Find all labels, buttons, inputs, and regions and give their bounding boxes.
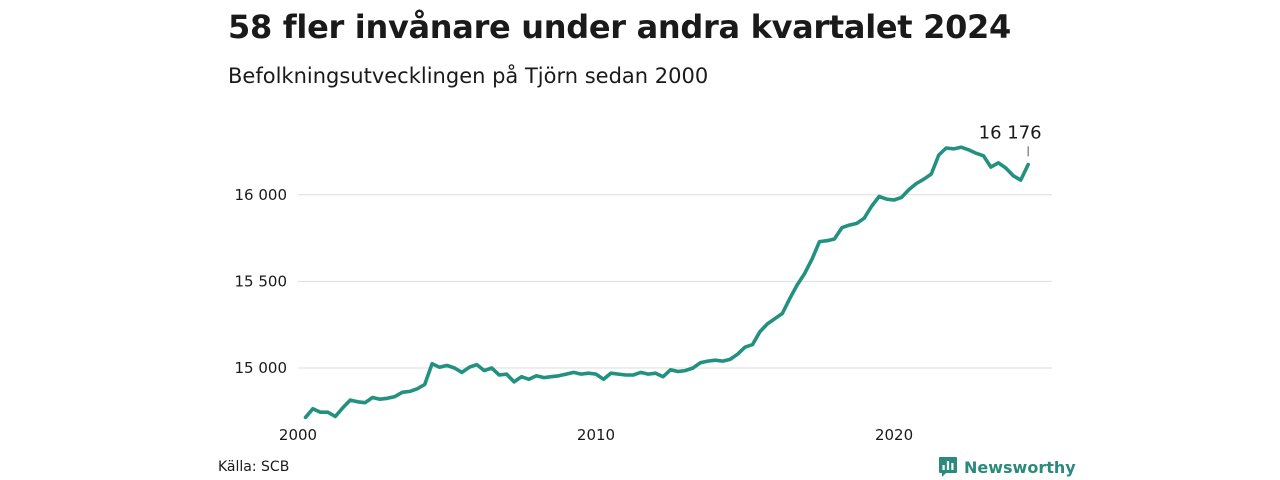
y-tick-label: 15 500 — [235, 272, 288, 290]
chart-title: 58 fler invånare under andra kvartalet 2… — [228, 8, 1011, 46]
x-tick-label: 2020 — [875, 426, 913, 444]
brand-logo: Newsworthy — [938, 456, 1076, 478]
population-line — [303, 145, 1030, 420]
chart-subtitle: Befolkningsutvecklingen på Tjörn sedan 2… — [228, 64, 709, 88]
x-axis-ticks: 2000 2010 2020 — [279, 426, 913, 444]
x-tick-label: 2000 — [279, 426, 317, 444]
y-tick-label: 16 000 — [235, 186, 288, 204]
bar-chart-logo-icon — [939, 457, 957, 477]
y-tick-label: 15 000 — [235, 359, 288, 377]
source-note: Källa: SCB — [218, 459, 290, 475]
y-axis-ticks: 15 000 15 500 16 000 — [235, 186, 288, 377]
brand-name: Newsworthy — [964, 457, 1076, 477]
x-tick-label: 2010 — [577, 426, 615, 444]
last-value-annotation: 16 176 — [979, 122, 1042, 143]
grid-lines — [298, 194, 1052, 369]
